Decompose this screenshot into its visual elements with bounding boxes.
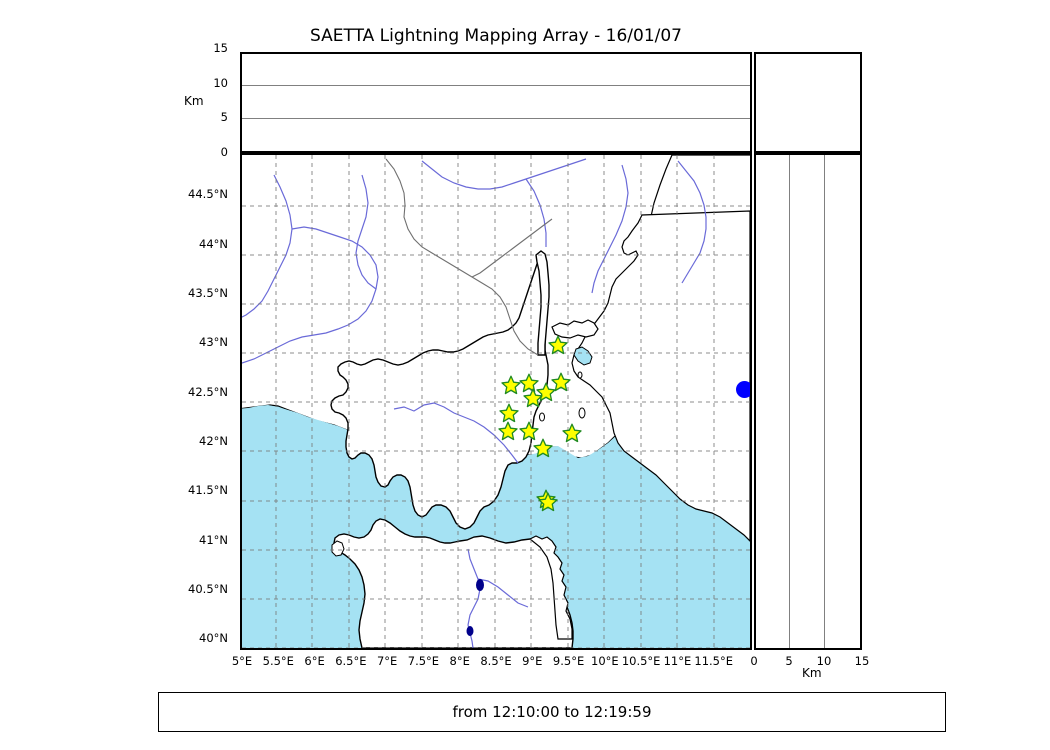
- map-xtick-115E: 11.5°E: [694, 654, 734, 668]
- gridline-top-10: [242, 85, 750, 86]
- map-canvas[interactable]: [242, 155, 750, 648]
- page-title: SAETTA Lightning Mapping Array - 16/01/0…: [310, 26, 682, 46]
- station-marker[interactable]: [548, 335, 568, 355]
- map-xtick-11E: 11°E: [663, 654, 692, 668]
- map-xtick-65E: 6.5°E: [335, 654, 367, 668]
- station-marker[interactable]: [523, 388, 543, 408]
- station-marker[interactable]: [537, 492, 558, 512]
- ytick-top-5: 5: [220, 110, 228, 124]
- map-xtick-9E: 9°E: [522, 654, 543, 668]
- asinara-island: [331, 540, 345, 557]
- station-marker[interactable]: [562, 423, 582, 443]
- vhf-source-marker[interactable]: [736, 381, 750, 399]
- map-xtick-6E: 6°E: [304, 654, 325, 668]
- xtick-right-5: 5: [785, 654, 793, 668]
- border-region-2: [471, 218, 553, 278]
- map-ytick-405N: 40.5°N: [188, 581, 228, 596]
- river-durance: [242, 226, 379, 364]
- axis-label-top-km: Km: [184, 94, 204, 108]
- map-ytick-41N: 41°N: [199, 532, 228, 547]
- time-range-box: from 12:10:00 to 12:19:59: [158, 692, 946, 732]
- islet-montecristo: [578, 407, 586, 419]
- map-ytick-44N: 44°N: [199, 236, 228, 251]
- gridline-right-5: [789, 155, 790, 648]
- station-marker[interactable]: [518, 421, 539, 441]
- xtick-right-15: 15: [854, 654, 870, 668]
- river-var: [355, 174, 377, 290]
- cap-corse: [535, 250, 550, 356]
- station-marker[interactable]: [518, 373, 539, 393]
- map-xtick-55E: 5.5°E: [262, 654, 294, 668]
- map-xtick-7E: 7°E: [376, 654, 398, 668]
- ytick-top-10: 10: [213, 76, 228, 90]
- time-range-text: from 12:10:00 to 12:19:59: [452, 703, 652, 721]
- map-ytick-435N: 43.5°N: [188, 286, 228, 301]
- map-xtick-75E: 7.5°E: [407, 654, 440, 668]
- xtick-right-10: 10: [816, 654, 832, 668]
- map-geography: [242, 155, 750, 648]
- panel-altitude-vs-longitude: [240, 52, 752, 153]
- map-ytick-40N: 40°N: [199, 631, 228, 646]
- station-marker[interactable]: [533, 438, 553, 458]
- map-ytick-425N: 42.5°N: [188, 384, 228, 399]
- river-italy-2: [525, 178, 547, 247]
- coastal-bay: [573, 346, 593, 366]
- river-rhone: [242, 174, 293, 318]
- gridline-right-10: [824, 155, 825, 648]
- station-marker[interactable]: [499, 403, 519, 423]
- river-italy-3: [591, 164, 629, 294]
- map-xtick-5E: 5°E: [231, 654, 253, 668]
- map-xtick-10E: 10°E: [591, 654, 619, 668]
- river-central-italy: [677, 160, 707, 284]
- map-xtick-95E: 9.5°E: [552, 654, 585, 668]
- station-marker[interactable]: [497, 421, 518, 441]
- border-france-italy: [385, 158, 539, 356]
- island-elba: [551, 319, 599, 339]
- river-golo: [393, 402, 519, 464]
- station-marker[interactable]: [501, 375, 521, 395]
- map-ytick-43N: 43°N: [199, 335, 228, 350]
- lake-omodeo: [476, 579, 484, 591]
- islet-gorgona: [577, 371, 583, 379]
- xtick-right-0: 0: [750, 654, 758, 668]
- coastline-tuscany-lazio: [571, 210, 750, 542]
- islet-pianosa: [539, 412, 545, 422]
- map-ytick-445N: 44.5°N: [188, 187, 228, 202]
- ytick-top-0: 0: [220, 145, 228, 159]
- axis-label-right-km: Km: [802, 666, 822, 680]
- lake-south: [466, 626, 474, 636]
- map-xtick-85E: 8.5°E: [480, 654, 512, 668]
- ytick-top-15: 15: [213, 41, 228, 55]
- station-marker[interactable]: [551, 372, 571, 392]
- panel-corner: [754, 52, 862, 153]
- map-ytick-42N: 42°N: [199, 433, 228, 448]
- map-xtick-105E: 10.5°E: [621, 654, 661, 668]
- map-xtick-8E: 8°E: [449, 654, 470, 668]
- river-coghinas: [477, 578, 529, 608]
- map-ytick-415N: 41.5°N: [188, 483, 228, 498]
- map-graticule: [242, 155, 750, 648]
- river-po-tributary: [421, 158, 587, 190]
- panel-altitude-vs-latitude: [754, 153, 862, 650]
- gridline-top-5: [242, 118, 750, 119]
